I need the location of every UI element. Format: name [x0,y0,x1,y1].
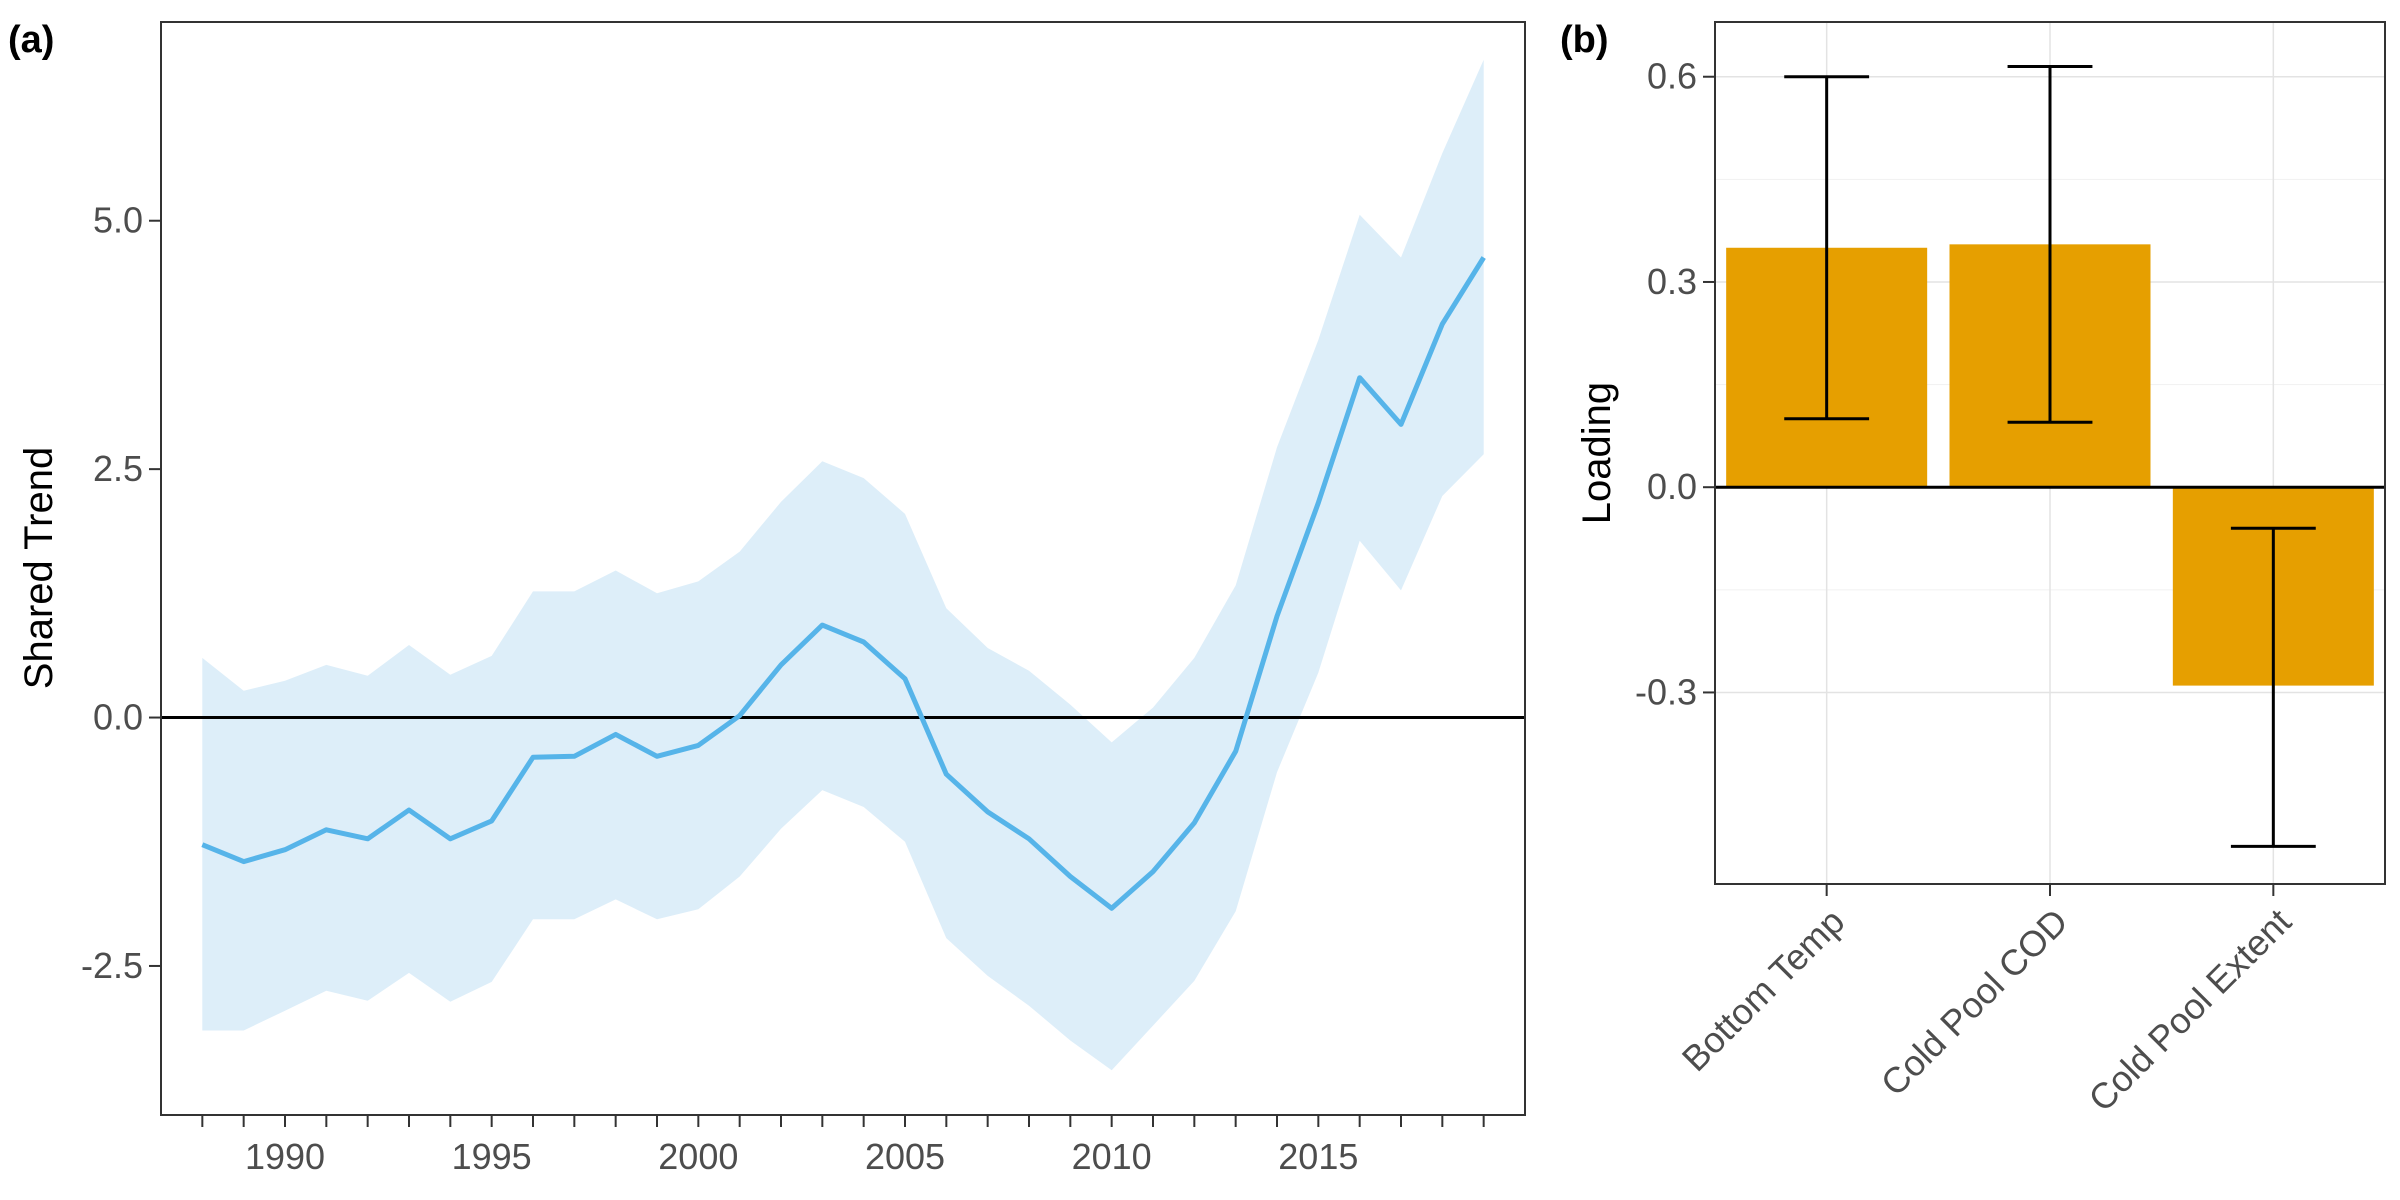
y-tick-label: 2.5 [93,448,143,489]
panel-a-shared-trend-chart: (a) -2.5 0.0 2.5 5.0 1990 1995 2000 2005 2010 20… [8,19,1526,1177]
panel-b-label: (b) [1560,19,1609,61]
x-tick-label: 1990 [245,1136,325,1177]
x-tick-label: Bottom Temp [1674,901,1853,1080]
x-tick-label: 2005 [865,1136,945,1177]
y-tick-label: 0.3 [1647,261,1697,302]
x-tick-label: 2000 [658,1136,738,1177]
trend-line-layer [201,256,1486,911]
x-tick-label: 1995 [452,1136,532,1177]
x-tick-label: 2010 [1072,1136,1152,1177]
error-bar-layer [1784,64,2316,848]
y-tick-label: -2.5 [81,945,143,986]
x-tick-label: Cold Pool Extent [2080,901,2299,1120]
panel-a-x-axis: 1990 1995 2000 2005 2010 2015 [201,1115,1485,1177]
y-tick-label: 0.0 [1647,466,1697,507]
y-tick-label: 5.0 [93,200,143,241]
y-tick-label: 0.6 [1647,56,1697,97]
y-tick-label: 0.0 [93,697,143,738]
panel-a-y-axis-title: Shared Trend [17,447,61,689]
panel-b-x-axis: Bottom Temp Cold Pool COD Cold Pool Extent [1674,884,2299,1119]
y-tick-label: -0.3 [1635,671,1697,712]
panel-a-label: (a) [8,19,54,61]
x-tick-label: 2015 [1278,1136,1358,1177]
panel-a-y-axis: -2.5 0.0 2.5 5.0 [81,200,161,986]
confidence-ribbon-layer [202,59,1484,1071]
panel-b-loading-chart: (b) -0.3 0.0 0.3 0.6 Bottom Temp Cold Pool C… [1560,19,2386,1119]
shared-trend-line [201,256,1486,911]
confidence-ribbon [202,59,1484,1071]
x-tick-label: Cold Pool COD [1873,901,2076,1104]
panel-a-frame [160,21,1526,1116]
panel-b-y-axis: -0.3 0.0 0.3 0.6 [1635,56,1715,712]
panel-b-y-axis-title: Loading [1575,382,1619,524]
